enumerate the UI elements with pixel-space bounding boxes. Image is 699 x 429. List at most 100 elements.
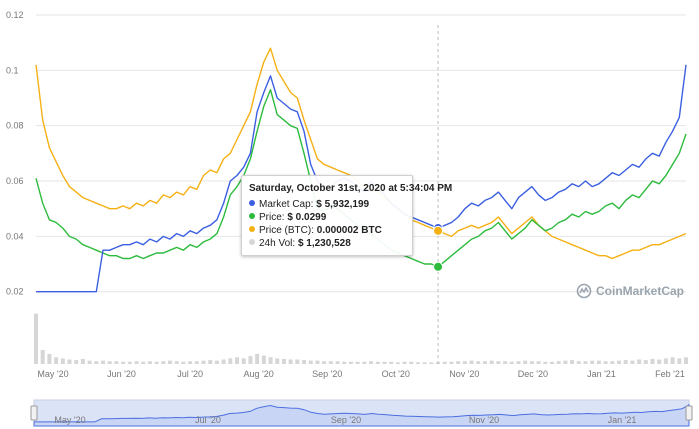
volume-bar bbox=[422, 362, 427, 364]
volume-bar bbox=[121, 361, 126, 364]
volume-bar bbox=[516, 361, 521, 364]
hover-marker bbox=[433, 261, 444, 272]
x-tick-label: Jan '21 bbox=[587, 369, 616, 379]
volume-bar bbox=[375, 361, 380, 364]
navigator-ticks: May '20 Jul '20 Sep '20 Nov '20 Jan '21 bbox=[54, 415, 636, 425]
volume-bar bbox=[268, 357, 273, 364]
volume-bar bbox=[221, 359, 226, 364]
volume-bar bbox=[476, 361, 481, 364]
x-tick-label: Jun '20 bbox=[107, 369, 136, 379]
volume-bar bbox=[228, 358, 233, 364]
navigator-right-handle[interactable] bbox=[685, 405, 693, 421]
volume-bar bbox=[235, 357, 240, 364]
volume-bar bbox=[127, 361, 132, 364]
tooltip-label: Market Cap: bbox=[259, 199, 314, 210]
volume-bar bbox=[214, 360, 219, 364]
navigator-tick-label: May '20 bbox=[54, 415, 85, 425]
volume-bar bbox=[134, 361, 139, 364]
volume-bar bbox=[101, 360, 106, 364]
volume-bar bbox=[174, 361, 179, 364]
y-axis-ticks: 0.02 0.04 0.06 0.08 0.1 0.12 bbox=[6, 10, 24, 297]
volume-bar bbox=[610, 361, 615, 364]
volume-bar bbox=[402, 361, 407, 364]
x-tick-label: May '20 bbox=[37, 369, 68, 379]
volume-bar bbox=[429, 362, 434, 364]
volume-bar bbox=[643, 360, 648, 364]
volume-bar bbox=[382, 361, 387, 364]
tooltip-row-price-btc: Price (BTC): 0.000002 BTC bbox=[249, 225, 382, 236]
y-tick-label: 0.02 bbox=[6, 287, 24, 297]
volume-bar bbox=[335, 361, 340, 364]
y-tick-label: 0.12 bbox=[6, 10, 24, 20]
volume-bar bbox=[590, 360, 595, 364]
y-tick-label: 0.04 bbox=[6, 231, 24, 241]
volume-bar bbox=[369, 361, 374, 364]
volume-bar bbox=[60, 358, 65, 364]
volume-bar bbox=[362, 361, 367, 364]
tooltip-value: $ 0.0299 bbox=[287, 212, 327, 223]
volume-bar bbox=[616, 360, 621, 364]
navigator-line bbox=[33, 403, 690, 427]
navigator-tick-label: Sep '20 bbox=[331, 415, 361, 425]
volume-bar bbox=[409, 361, 414, 364]
volume-bar bbox=[556, 361, 561, 364]
tooltip-value: $ 5,932,199 bbox=[316, 199, 370, 210]
tooltip-row-volume: 24h Vol: $ 1,230,528 bbox=[249, 238, 351, 249]
price-dot-icon bbox=[249, 213, 255, 219]
volume-bar bbox=[322, 361, 327, 364]
volume-bar bbox=[80, 358, 85, 364]
tooltip-value: $ 1,230,528 bbox=[297, 238, 351, 249]
volume-bar bbox=[208, 360, 213, 364]
volume-bar bbox=[630, 360, 635, 364]
volume-bar bbox=[34, 313, 38, 364]
x-tick-label: Aug '20 bbox=[244, 369, 274, 379]
x-tick-label: Nov '20 bbox=[449, 369, 479, 379]
hover-markers bbox=[433, 223, 444, 272]
volume-bar bbox=[308, 360, 313, 364]
coinmarketcap-logo-icon bbox=[576, 283, 592, 299]
tooltip-value: 0.000002 BTC bbox=[316, 225, 382, 236]
volume-bar bbox=[670, 357, 675, 364]
volume-bars bbox=[34, 313, 688, 364]
volume-bar bbox=[650, 358, 655, 364]
volume-bar bbox=[663, 358, 668, 364]
x-tick-label: Oct '20 bbox=[382, 369, 410, 379]
navigator-left-handle[interactable] bbox=[30, 405, 38, 421]
volume-bar bbox=[342, 361, 347, 364]
volume-bar bbox=[596, 360, 601, 364]
range-navigator[interactable]: May '20 Jul '20 Sep '20 Nov '20 Jan '21 bbox=[30, 399, 693, 427]
coinmarketcap-watermark: CoinMarketCap bbox=[576, 283, 684, 299]
volume-bar bbox=[637, 359, 642, 364]
volume-bar bbox=[281, 358, 286, 364]
volume-bar bbox=[154, 361, 159, 364]
y-tick-label: 0.06 bbox=[6, 176, 24, 186]
tooltip-title: Saturday, October 31st, 2020 at 5:34:04 … bbox=[249, 183, 453, 194]
volume-bar bbox=[442, 361, 447, 364]
volume-bar bbox=[141, 361, 146, 364]
x-axis-ticks: May '20 Jun '20 Jul '20 Aug '20 Sep '20 Oct '… bbox=[37, 369, 684, 379]
volume-bar bbox=[147, 361, 152, 364]
volume-bar bbox=[543, 361, 548, 364]
navigator-tick-label: Jul '20 bbox=[195, 415, 221, 425]
volume-bar bbox=[389, 361, 394, 364]
tooltip-label: 24h Vol: bbox=[259, 238, 296, 249]
volume-bar bbox=[462, 361, 467, 364]
volume-bar bbox=[509, 361, 514, 364]
volume-bar bbox=[241, 358, 246, 364]
volume-bar bbox=[181, 361, 186, 364]
volume-bar bbox=[94, 361, 99, 364]
volume-bar bbox=[302, 360, 307, 364]
volume-bar bbox=[449, 361, 454, 364]
tooltip-label: Price (BTC): bbox=[259, 225, 314, 236]
volume-bar bbox=[40, 350, 45, 364]
volume-bar bbox=[328, 361, 333, 364]
volume-bar bbox=[503, 361, 508, 364]
volume-bar bbox=[168, 360, 173, 364]
x-tick-label: Sep '20 bbox=[312, 369, 342, 379]
volume-bar bbox=[677, 358, 682, 364]
hover-marker bbox=[433, 225, 444, 236]
volume-bar bbox=[315, 360, 320, 364]
volume-bar bbox=[583, 361, 588, 364]
tooltip-label: Price: bbox=[259, 212, 285, 223]
